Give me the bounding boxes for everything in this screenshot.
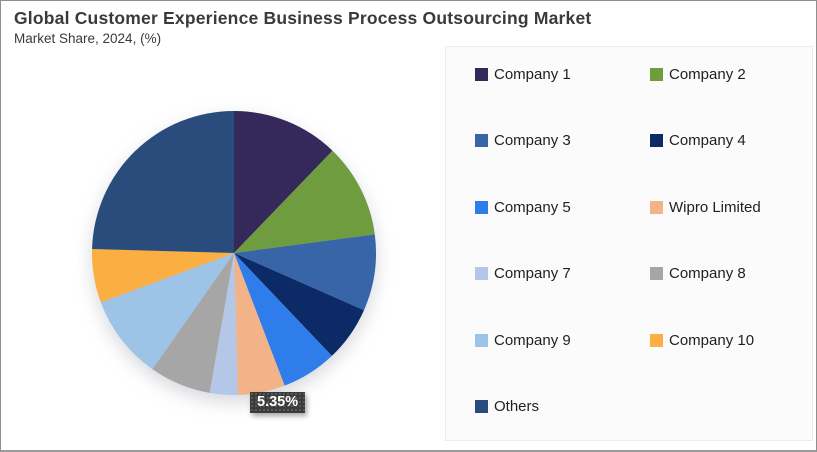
legend-item-company-9: Company 9 [475,330,650,350]
legend-swatch-icon [650,67,663,81]
legend-label: Company 9 [494,331,571,349]
legend-swatch-icon [650,134,663,148]
legend-label: Others [494,398,540,416]
pie-slice-company-8 [152,253,234,393]
legend-swatch-icon [475,400,488,414]
legend-label: Company 10 [669,331,755,349]
pie-slice-company-9 [100,253,234,370]
pie-slice-wipro-limited [234,253,285,395]
pie-slice-others [92,111,234,253]
legend-swatch-icon [475,333,488,347]
legend-swatch-icon [475,134,488,148]
legend-label: Wipro Limited [669,198,761,216]
legend-item-company-7: Company 7 [475,264,650,284]
legend-label: Company 8 [669,265,746,283]
legend-label: Company 7 [494,265,571,283]
legend-item-wipro-limited: Wipro Limited [650,197,812,217]
chart-header: Global Customer Experience Business Proc… [14,8,591,46]
legend-label: Company 3 [494,132,571,150]
legend-label: Company 5 [494,198,571,216]
pie-slice-company-2 [234,150,375,253]
chart-title: Global Customer Experience Business Proc… [14,8,592,28]
legend-label: Company 4 [669,132,746,150]
pie-slice-company-3 [234,234,377,311]
legend-label: Company 1 [494,65,571,83]
legend-item-company-10: Company 10 [650,330,812,350]
pie-slice-company-7 [209,253,239,395]
pie-slice-company-1 [234,111,333,253]
legend-label: Company 2 [669,65,746,83]
legend-item-company-4: Company 4 [650,131,812,151]
legend-swatch-icon [475,267,488,281]
legend-item-company-3: Company 3 [475,131,650,151]
pie-slice-company-10 [92,248,234,303]
legend-swatch-icon [650,200,663,214]
chart-subtitle: Market Share, 2024, (%) [14,31,162,46]
legend-item-company-1: Company 1 [475,64,650,84]
legend: Company 1 Company 2 Company 3 Company 4 Comp… [445,46,813,441]
pie-slice-company-5 [234,253,332,386]
pie-chart [92,111,377,395]
data-label-wipro-limited: 5.35% [250,392,306,413]
pie-slice-company-4 [234,253,364,356]
legend-item-company-2: Company 2 [650,64,812,84]
pie-chart-area [89,108,379,398]
legend-item-others: Others [475,397,650,417]
legend-item-company-8: Company 8 [650,264,812,284]
legend-swatch-icon [650,267,663,281]
legend-swatch-icon [475,200,488,214]
legend-item-company-5: Company 5 [475,197,650,217]
legend-swatch-icon [475,67,488,81]
legend-swatch-icon [650,333,663,347]
